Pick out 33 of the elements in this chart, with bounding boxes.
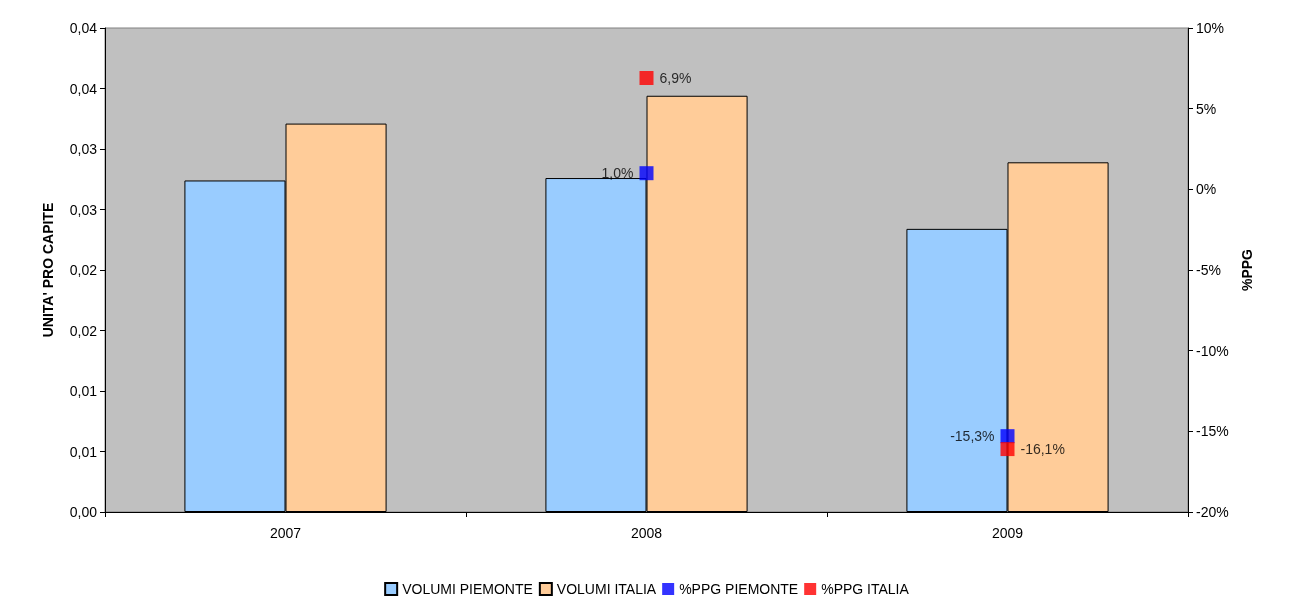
- point: [1000, 429, 1015, 444]
- x-tick-label: 2007: [269, 525, 302, 541]
- data-label: 1,0%: [601, 165, 634, 182]
- y-axis-title: UNITA' PRO CAPITE: [40, 202, 56, 338]
- y-tick-label: 0,00: [69, 504, 98, 520]
- y-tick-label: 0,04: [69, 80, 98, 97]
- y2-tick-label: -10%: [1196, 342, 1229, 359]
- y-tick-label: 0,04: [69, 20, 98, 36]
- y-tick-label: 0,02: [69, 322, 98, 339]
- y2-tick-label: 10%: [1196, 20, 1225, 36]
- y2-tick-label: -15%: [1196, 423, 1229, 440]
- data-label: -15,3%: [950, 428, 995, 445]
- y-tick-label: 0,01: [69, 383, 98, 399]
- y2-tick-label: -5%: [1196, 262, 1221, 278]
- y2-tick-label: -20%: [1196, 504, 1229, 520]
- y2-tick-label: 0%: [1196, 181, 1217, 198]
- y-tick-label: 0,01: [69, 443, 98, 460]
- y-tick-label: 0,02: [69, 262, 98, 278]
- legend-label: VOLUMI ITALIA: [556, 581, 657, 597]
- y-tick-label: 0,03: [69, 141, 98, 157]
- x-tick-label: 2009: [991, 525, 1024, 541]
- point: [639, 71, 654, 86]
- x-tick-label: 2008: [630, 525, 663, 541]
- y-tick-label: 0,03: [69, 201, 98, 218]
- point: [1000, 442, 1015, 457]
- data-label: 6,9%: [659, 70, 692, 87]
- legend-label: %PPG PIEMONTE: [679, 581, 799, 597]
- data-label: -16,1%: [1020, 441, 1065, 458]
- legend-label: %PPG ITALIA: [821, 581, 910, 597]
- y2-tick-label: 5%: [1196, 100, 1217, 117]
- y2-axis-title: %PPG: [1238, 248, 1255, 292]
- point: [639, 166, 654, 181]
- legend-label: VOLUMI PIEMONTE: [402, 581, 533, 597]
